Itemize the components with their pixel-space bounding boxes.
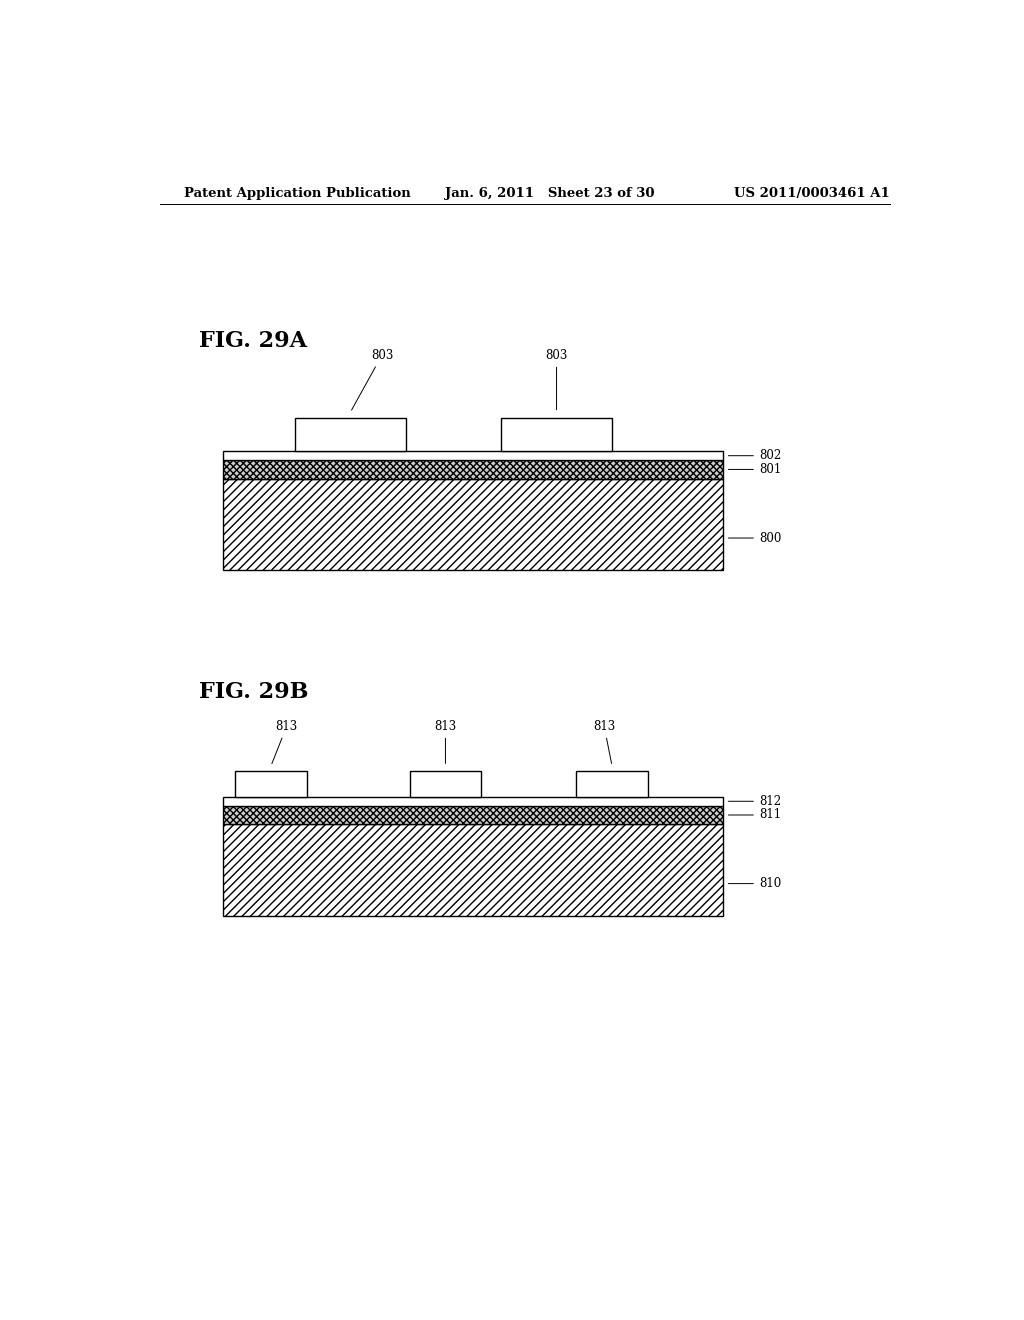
Text: 813: 813 <box>272 719 298 764</box>
Bar <box>223 479 723 570</box>
Bar <box>236 771 306 797</box>
Text: 803: 803 <box>351 348 393 411</box>
Text: 813: 813 <box>434 719 457 763</box>
Bar <box>501 417 612 451</box>
Text: 801: 801 <box>728 463 781 477</box>
Bar <box>223 451 723 461</box>
Text: Patent Application Publication: Patent Application Publication <box>183 187 411 201</box>
Bar <box>223 824 723 916</box>
Bar <box>223 805 723 824</box>
Text: US 2011/0003461 A1: US 2011/0003461 A1 <box>734 187 890 201</box>
Text: 802: 802 <box>728 449 781 462</box>
Text: 811: 811 <box>728 808 781 821</box>
Text: 810: 810 <box>728 876 781 890</box>
Bar <box>223 461 723 479</box>
Bar <box>295 417 406 451</box>
Text: Jan. 6, 2011   Sheet 23 of 30: Jan. 6, 2011 Sheet 23 of 30 <box>445 187 655 201</box>
Text: 803: 803 <box>546 348 567 409</box>
Text: FIG. 29A: FIG. 29A <box>200 330 307 352</box>
Bar <box>577 771 648 797</box>
Bar <box>223 797 723 805</box>
Text: 813: 813 <box>593 719 615 763</box>
Text: 800: 800 <box>728 532 781 545</box>
Bar <box>410 771 481 797</box>
Text: FIG. 29B: FIG. 29B <box>200 681 309 704</box>
Text: 812: 812 <box>728 795 781 808</box>
